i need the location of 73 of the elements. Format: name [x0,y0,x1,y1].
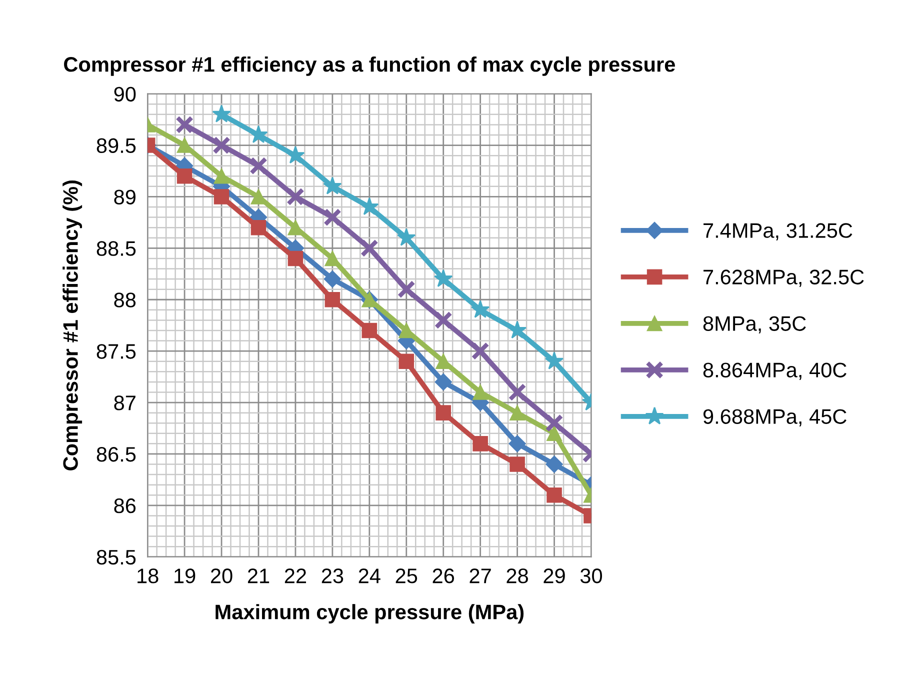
point [214,189,230,204]
x-tick-label: 18 [138,568,158,584]
x-axis-title: Maximum cycle pressure (MPa) [216,604,524,624]
x-tick-label: 20 [210,568,232,584]
point [212,104,231,122]
point [176,168,192,184]
legend-label: 8MPa, 35C [703,316,806,334]
point [546,487,562,503]
point [434,311,452,330]
y-tick-label: 88.5 [96,241,136,256]
point [249,125,268,143]
point [510,456,525,472]
y-axis-title: Compressor #1 efficiency (%) [62,180,82,470]
y-tick-label: 85.5 [96,550,136,565]
x-tick-label: 28 [506,568,528,584]
point [434,269,453,288]
point [324,270,341,288]
point [323,176,342,194]
x-tick-label: 19 [174,568,196,584]
point [360,197,379,216]
point [436,354,451,370]
x-tick-label: 21 [248,568,270,584]
point [508,435,526,452]
point [510,405,525,420]
x-tick-label: 25 [396,568,418,584]
legend-label: 7.628MPa, 32.5C [704,270,864,287]
point [471,342,490,360]
legend-label: 8.864MPa, 40C [703,362,846,380]
y-tick-label: 87 [114,396,136,410]
legend-label: 7.4MPa, 31.25C [704,223,852,240]
point [212,136,231,154]
y-tick-label: 87.5 [96,344,136,359]
point [324,292,340,308]
x-tick-label: 22 [284,568,306,584]
chart-title: Compressor #1 efficiency as a function of max cycle pressure [64,56,675,76]
point [397,280,416,298]
x-tick-label: 29 [544,568,565,584]
x-tick-label: 24 [358,568,380,584]
point [544,352,564,370]
y-tick-label: 89.5 [96,138,136,154]
point [471,300,490,318]
x-tick-label: 30 [580,568,602,584]
point [176,116,194,134]
point [398,354,414,370]
point [436,405,451,420]
point [286,188,304,206]
y-tick-label: 88 [114,292,136,308]
point [324,250,340,266]
point [508,383,526,402]
point [286,146,305,164]
point [323,208,342,226]
y-tick-label: 86 [114,498,136,514]
x-tick-label: 27 [470,568,491,584]
point [472,436,488,452]
point [508,320,527,338]
point [434,373,452,390]
point [362,322,378,338]
y-tick-label: 90 [114,86,136,102]
legend-label: 9.688MPa, 45C [703,409,846,426]
point [288,250,304,266]
point [472,384,488,400]
x-tick-label: 23 [322,568,344,584]
point [545,414,564,432]
point [250,220,266,236]
point [360,239,378,258]
point [214,168,230,184]
point [397,228,416,246]
x-tick-label: 26 [432,568,454,584]
y-tick-label: 86.5 [96,446,136,462]
point [249,156,268,175]
y-tick-label: 89 [114,190,136,204]
point [546,426,562,442]
point [546,456,563,473]
